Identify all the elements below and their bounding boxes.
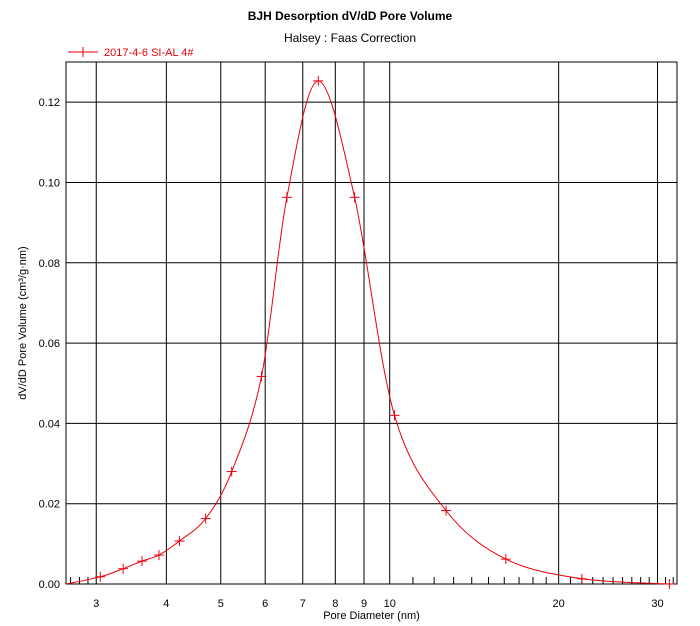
grid <box>66 62 677 585</box>
x-tick-label: 8 <box>332 598 338 610</box>
y-axis-label: dV/dD Pore Volume (cm³/g·nm) <box>17 246 29 399</box>
data-point-marker <box>389 410 400 421</box>
x-tick-label: 5 <box>218 598 224 610</box>
chart-subtitle: Halsey : Faas Correction <box>283 31 417 45</box>
y-tick-label: 0.10 <box>39 177 60 189</box>
data-point-marker <box>200 513 211 524</box>
data-point-marker <box>256 371 267 382</box>
y-tick-label: 0.08 <box>39 258 60 270</box>
x-tick-labels: 3 4 5 6 7 8 9 10 20 30 <box>93 598 663 610</box>
data-point-marker <box>118 563 129 574</box>
minor-ticks <box>70 577 674 584</box>
plot-frame <box>65 61 678 585</box>
x-tick-label: 20 <box>553 598 565 610</box>
data-point-marker <box>664 579 675 589</box>
x-tick-label: 3 <box>93 598 99 610</box>
series-markers <box>95 75 675 589</box>
chart-title: BJH Desorption dV/dD Pore Volume <box>247 9 453 23</box>
x-axis-label: Pore Diameter (nm) <box>323 610 420 622</box>
x-tick-label: 30 <box>651 598 663 610</box>
data-point-marker <box>576 573 587 584</box>
series-line <box>65 80 670 585</box>
data-point-marker <box>174 536 185 547</box>
data-point-marker <box>500 554 511 565</box>
y-tick-label: 0.00 <box>39 579 60 591</box>
legend: 2017-4-6 SI-AL 4# <box>68 47 194 59</box>
y-tick-label: 0.04 <box>39 418 60 430</box>
data-point-marker <box>441 505 452 516</box>
data-point-marker <box>153 550 164 561</box>
data-point-marker <box>137 556 148 567</box>
x-tick-label: 4 <box>163 598 169 610</box>
x-tick-label: 10 <box>384 598 396 610</box>
data-point-marker <box>95 571 106 582</box>
legend-entry: 2017-4-6 SI-AL 4# <box>104 47 194 59</box>
data-point-marker <box>313 75 324 86</box>
y-tick-label: 0.12 <box>39 97 60 109</box>
x-tick-label: 9 <box>361 598 367 610</box>
y-tick-label: 0.02 <box>39 499 60 511</box>
data-point-marker <box>226 466 237 477</box>
x-tick-label: 7 <box>300 598 306 610</box>
data-point-marker <box>281 192 292 203</box>
data-point-marker <box>349 192 360 203</box>
y-tick-labels: 0.00 0.02 0.04 0.06 0.08 0.10 0.12 <box>39 97 60 591</box>
y-tick-label: 0.06 <box>39 338 60 350</box>
x-tick-label: 6 <box>262 598 268 610</box>
